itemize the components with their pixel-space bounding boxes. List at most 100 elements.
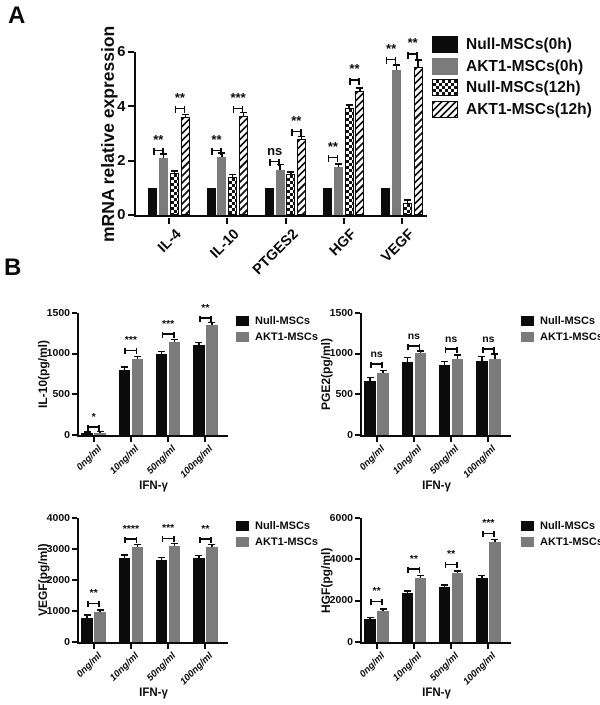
legend-label: AKT1-MSCs (255, 535, 318, 548)
significance-bracket (444, 563, 458, 566)
x-axis-title: IFN-γ (422, 687, 451, 699)
significance-bracket-end (220, 148, 222, 156)
y-tick (127, 214, 134, 216)
error-bar (198, 343, 200, 345)
error-bar (160, 558, 163, 560)
bar (333, 167, 343, 215)
y-tick-label: 500 (335, 387, 353, 400)
error-bar (382, 609, 384, 611)
legend-label: AKT1-MSCs (540, 535, 600, 548)
significance-bracket-end (198, 536, 201, 543)
significance-label: ** (211, 131, 222, 147)
error-bar-cap (491, 538, 499, 541)
x-tick (487, 644, 490, 649)
error-bar (494, 540, 496, 543)
significance-bracket-end (481, 531, 484, 538)
significance-label: ** (174, 89, 185, 105)
bar (381, 187, 391, 215)
significance-bracket-end (172, 536, 175, 543)
significance-bracket (198, 538, 212, 540)
significance-bracket-end (327, 155, 330, 163)
significance-bracket-end (418, 566, 421, 573)
error-bar (198, 556, 200, 558)
significance-label: ** (327, 138, 338, 154)
significance-bracket-end (370, 361, 372, 368)
significance-bracket-end (124, 348, 127, 355)
bar (476, 577, 488, 642)
significance-label: ** (349, 61, 360, 77)
error-bar-cap (240, 111, 247, 114)
significance-bracket-end (407, 51, 409, 59)
error-bar (184, 115, 187, 118)
significance-bracket-end (349, 77, 351, 85)
significance-bracket-end (98, 601, 101, 608)
error-bar (221, 153, 223, 157)
y-tick (355, 393, 360, 396)
error-bar-cap (403, 199, 411, 201)
significance-bracket-end (418, 343, 421, 350)
error-bar (211, 323, 213, 326)
x-tick (129, 644, 132, 649)
y-tick-label: 0 (347, 635, 353, 648)
significance-bracket-end (481, 346, 484, 353)
significance-label: *** (124, 334, 137, 347)
error-bar (481, 357, 483, 361)
significance-bracket-end (135, 348, 138, 355)
significance-label: **** (122, 522, 140, 535)
y-axis-title: HGF(pg/ml) (319, 547, 333, 613)
error-bar-cap (416, 574, 424, 577)
significance-bracket-end (358, 77, 360, 85)
error-bar-cap (229, 173, 237, 176)
significance-bracket (87, 602, 101, 605)
error-bar (99, 432, 101, 433)
significance-bracket-end (290, 129, 293, 137)
x-tick (92, 437, 95, 442)
y-tick-label: 4 (117, 97, 126, 115)
y-tick (72, 579, 77, 581)
legend-label: Null-MSCs(0h) (466, 36, 572, 53)
error-bar-cap (366, 376, 374, 379)
significance-bracket (290, 130, 302, 133)
significance-bracket-end (444, 346, 447, 353)
legend-swatch (521, 331, 534, 342)
x-tick (450, 437, 453, 442)
significance-bracket-end (269, 159, 271, 167)
bar (297, 138, 307, 215)
x-tick (400, 217, 403, 224)
x-tick (375, 644, 378, 649)
significance-bracket (481, 348, 495, 351)
bar (238, 115, 249, 215)
significance-bracket-end (493, 346, 495, 353)
significance-label: ns (370, 347, 383, 360)
significance-label: *** (230, 89, 246, 105)
legend-label: Null-MSCs (255, 315, 310, 327)
error-bar-cap (379, 608, 387, 610)
significance-bracket-end (300, 129, 302, 137)
significance-bracket (370, 363, 384, 366)
error-bar-cap (181, 113, 189, 116)
bar (131, 547, 144, 642)
error-bar-cap (158, 350, 166, 353)
significance-bracket (198, 317, 212, 319)
significance-bracket-end (161, 331, 164, 338)
significance-bracket-end (407, 343, 410, 350)
significance-bracket (407, 345, 421, 347)
y-tick-label: 2 (117, 151, 126, 169)
bar (364, 619, 376, 642)
significance-bracket-end (385, 57, 388, 65)
y-axis-title: VEGF(pg/ml) (36, 543, 50, 617)
significance-label: ** (291, 112, 302, 128)
y-tick (355, 641, 360, 643)
legend-swatch (521, 521, 534, 531)
significance-bracket (174, 107, 186, 110)
bar (401, 593, 414, 642)
error-bar-cap (276, 163, 284, 166)
bar (391, 69, 402, 215)
y-tick-label: 6000 (329, 511, 353, 524)
y-tick (72, 434, 77, 436)
legend-swatch (236, 331, 249, 342)
significance-bracket-end (211, 148, 213, 156)
x-tick (412, 437, 415, 442)
bar (193, 344, 205, 435)
